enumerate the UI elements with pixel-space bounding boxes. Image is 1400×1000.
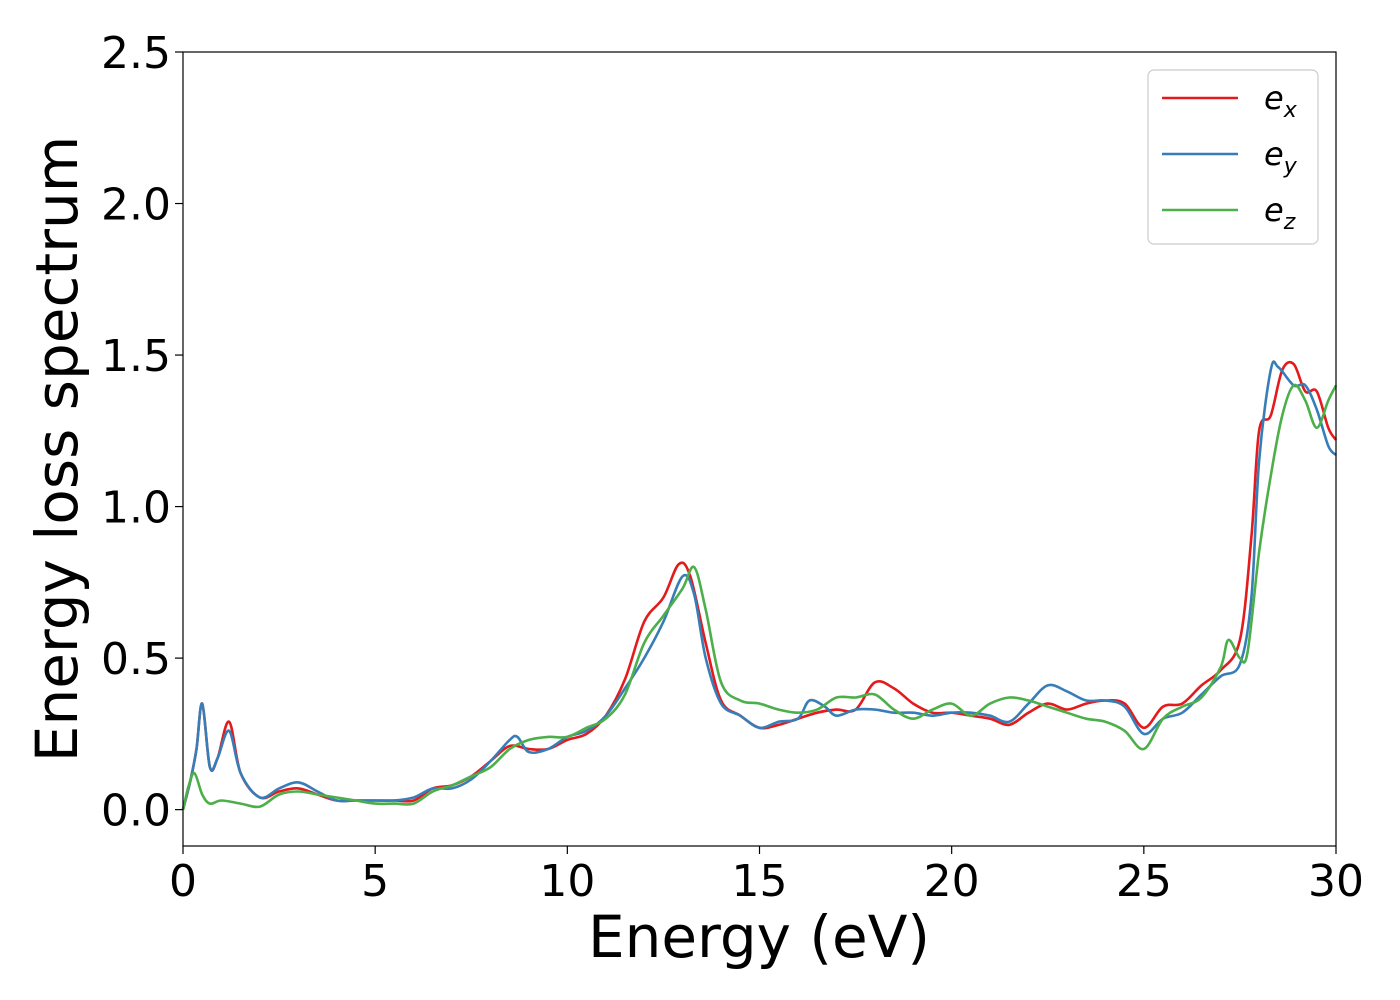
legend-label: ey [1264,135,1298,179]
x-tick-label: 15 [732,856,788,907]
legend: ex ey ez [1147,69,1319,245]
x-tick-label: 20 [924,856,980,907]
x-tick-label: 25 [1116,856,1172,907]
series-line-e-z [181,383,1338,810]
legend-label: ex [1264,79,1298,123]
legend-entries: ex ey ez [1162,79,1298,235]
series-line-e-y [181,360,1338,810]
y-tick-label: 2.0 [101,180,171,231]
x-axis-label: Energy (eV) [588,903,930,971]
y-axis-ticks: 0.0 0.5 1.0 1.5 2.0 2.5 [101,28,183,837]
legend-box [1147,69,1319,245]
series-line-e-x [181,360,1338,810]
y-axis-label: Energy loss spectrum [23,136,91,762]
y-tick-label: 1.5 [101,331,171,382]
series-layer [181,360,1338,810]
x-tick-label: 30 [1308,856,1364,907]
legend-entry-e-z: ez [1162,191,1296,235]
y-tick-label: 0.0 [101,786,171,837]
y-tick-label: 0.5 [101,634,171,685]
x-tick-label: 10 [539,856,595,907]
y-tick-label: 1.0 [101,483,171,534]
x-tick-label: 0 [169,856,197,907]
x-tick-label: 5 [361,856,389,907]
legend-entry-e-y: ey [1162,135,1298,179]
x-axis-ticks: 0 5 10 15 20 25 30 [169,846,1364,907]
legend-entry-e-x: ex [1162,79,1298,123]
legend-label: ez [1264,191,1296,235]
y-tick-label: 2.5 [101,28,171,79]
